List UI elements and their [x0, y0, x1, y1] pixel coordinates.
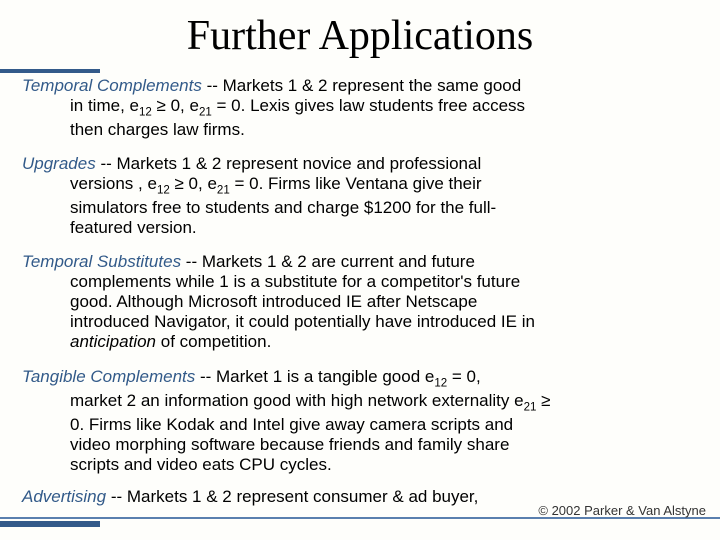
text: = 0. Firms like Ventana give their: [230, 174, 482, 193]
text: ≥: [536, 391, 550, 410]
text-indent: complements while 1 is a substitute for …: [22, 272, 698, 352]
content-body: Temporal Complements -- Markets 1 & 2 re…: [0, 68, 720, 507]
text: scripts and video eats CPU cycles.: [70, 455, 332, 474]
paragraph-tangible-complements: Tangible Complements -- Market 1 is a ta…: [22, 367, 698, 475]
text: featured version.: [70, 218, 197, 237]
subscript: 21: [524, 401, 537, 413]
paragraph-temporal-substitutes: Temporal Substitutes -- Markets 1 & 2 ar…: [22, 252, 698, 352]
text: = 0,: [447, 367, 481, 386]
text: simulators free to students and charge $…: [70, 198, 496, 217]
subscript: 21: [199, 106, 212, 118]
text-indent: versions , e12 ≥ 0, e21 = 0. Firms like …: [22, 174, 698, 238]
text: complements while 1 is a substitute for …: [70, 272, 520, 291]
text: anticipation: [70, 332, 156, 351]
text: of competition.: [156, 332, 271, 351]
text-indent: in time, e12 ≥ 0, e21 = 0. Lexis gives l…: [22, 96, 698, 140]
text: ≥ 0, e: [152, 96, 199, 115]
heading-tangible-complements: Tangible Complements: [22, 367, 195, 386]
accent-line-top: [0, 69, 100, 73]
page-title: Further Applications: [0, 0, 720, 68]
text: 0. Firms like Kodak and Intel give away …: [70, 415, 513, 434]
text: -- Markets 1 & 2 represent consumer & ad…: [106, 487, 478, 506]
text: good. Although Microsoft introduced IE a…: [70, 292, 477, 311]
paragraph-upgrades: Upgrades -- Markets 1 & 2 represent novi…: [22, 154, 698, 238]
text: ≥ 0, e: [170, 174, 217, 193]
subscript: 21: [217, 185, 230, 197]
heading-advertising: Advertising: [22, 487, 106, 506]
text: then charges law firms.: [70, 120, 245, 139]
subscript: 12: [139, 106, 152, 118]
text-indent: market 2 an information good with high n…: [22, 391, 698, 475]
subscript: 12: [434, 377, 447, 389]
text: -- Market 1 is a tangible good e: [195, 367, 434, 386]
heading-upgrades: Upgrades: [22, 154, 96, 173]
copyright-text: © 2002 Parker & Van Alstyne: [538, 503, 706, 518]
heading-temporal-complements: Temporal Complements: [22, 76, 202, 95]
text: versions , e: [70, 174, 157, 193]
text: -- Markets 1 & 2 represent novice and pr…: [96, 154, 482, 173]
paragraph-temporal-complements: Temporal Complements -- Markets 1 & 2 re…: [22, 76, 698, 140]
text: video morphing software because friends …: [70, 435, 509, 454]
slide: Further Applications Temporal Complement…: [0, 0, 720, 540]
text: in time, e: [70, 96, 139, 115]
text: -- Markets 1 & 2 are current and future: [181, 252, 475, 271]
text: = 0. Lexis gives law students free acces…: [212, 96, 525, 115]
text: introduced Navigator, it could potential…: [70, 312, 535, 331]
accent-line-bottom-thick: [0, 521, 100, 527]
subscript: 12: [157, 185, 170, 197]
text: -- Markets 1 & 2 represent the same good: [202, 76, 521, 95]
heading-temporal-substitutes: Temporal Substitutes: [22, 252, 181, 271]
text: market 2 an information good with high n…: [70, 391, 524, 410]
